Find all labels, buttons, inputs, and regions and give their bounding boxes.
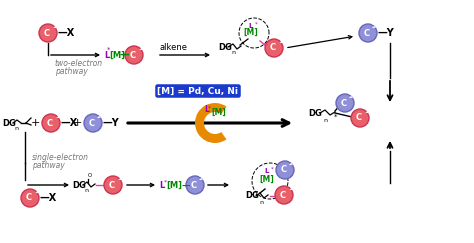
Text: —X: —X [40,193,57,203]
Circle shape [359,24,377,42]
Text: L: L [104,51,109,60]
Text: [M]: [M] [260,174,274,183]
Text: DG: DG [245,191,259,200]
Text: O: O [88,173,92,178]
Text: 2: 2 [289,161,293,166]
Text: —Y: —Y [103,118,120,128]
Text: DG: DG [2,119,16,128]
Text: n: n [84,189,88,193]
Text: n: n [231,51,235,55]
Text: —X: —X [61,118,78,128]
Text: —: — [120,50,130,60]
Circle shape [351,109,369,127]
Text: [M]—: [M]— [166,181,191,190]
Circle shape [276,161,294,179]
Text: 1: 1 [288,186,292,191]
Circle shape [42,114,60,132]
Text: L: L [249,23,253,29]
Text: L: L [265,168,269,174]
Circle shape [39,24,57,42]
Text: C: C [109,181,115,190]
Text: C: C [130,51,136,60]
Text: [M] = Pd, Cu, Ni: [M] = Pd, Cu, Ni [157,87,238,95]
Text: n: n [14,125,18,130]
Text: —X: —X [58,28,75,38]
Text: C: C [280,191,286,200]
Text: [M]: [M] [211,107,226,116]
Circle shape [21,189,39,207]
Text: C: C [341,98,347,107]
Text: *: * [255,21,257,26]
Text: C: C [44,28,50,37]
Text: 1: 1 [34,189,38,194]
Text: n: n [259,200,263,206]
Text: [M]: [M] [244,27,258,36]
Text: DG: DG [72,181,86,190]
Text: DG: DG [218,43,232,52]
Text: C: C [191,181,197,190]
Text: pathway: pathway [32,162,65,171]
Text: 1: 1 [117,176,121,181]
Text: 1: 1 [364,109,368,114]
Text: L: L [204,105,209,114]
Text: 1: 1 [138,46,142,51]
Wedge shape [195,103,227,143]
Text: +: + [30,118,40,128]
Text: single-electron: single-electron [32,154,89,163]
Text: +: + [73,118,82,128]
Text: 1: 1 [52,24,56,29]
Text: alkene: alkene [160,43,188,52]
Text: —Y: —Y [378,28,395,38]
Circle shape [84,114,102,132]
Circle shape [336,94,354,112]
Text: pathway: pathway [55,67,88,76]
Text: C: C [270,43,276,52]
Text: 2: 2 [97,114,101,119]
Text: 2: 2 [199,176,203,181]
Text: DG: DG [308,109,322,118]
Text: C: C [281,165,287,174]
Text: *: * [334,114,337,120]
Text: C: C [47,119,53,128]
Text: C: C [356,113,362,122]
Text: C: C [364,28,370,37]
Text: *: * [107,47,110,52]
Text: n: n [323,118,327,122]
Circle shape [186,176,204,194]
Text: L: L [159,181,164,190]
Text: 1: 1 [55,114,59,119]
Text: *: * [164,180,167,185]
Text: [M]: [M] [109,51,125,60]
Circle shape [265,39,283,57]
Text: C: C [89,119,95,128]
Text: two-electron: two-electron [55,59,103,68]
Text: 2: 2 [372,24,376,29]
Text: 2: 2 [349,94,354,99]
Circle shape [104,176,122,194]
Circle shape [275,186,293,204]
Text: 1: 1 [278,39,283,44]
Circle shape [125,46,143,64]
Text: *: * [271,166,273,172]
Text: *: * [208,105,211,111]
Text: C: C [26,193,32,202]
